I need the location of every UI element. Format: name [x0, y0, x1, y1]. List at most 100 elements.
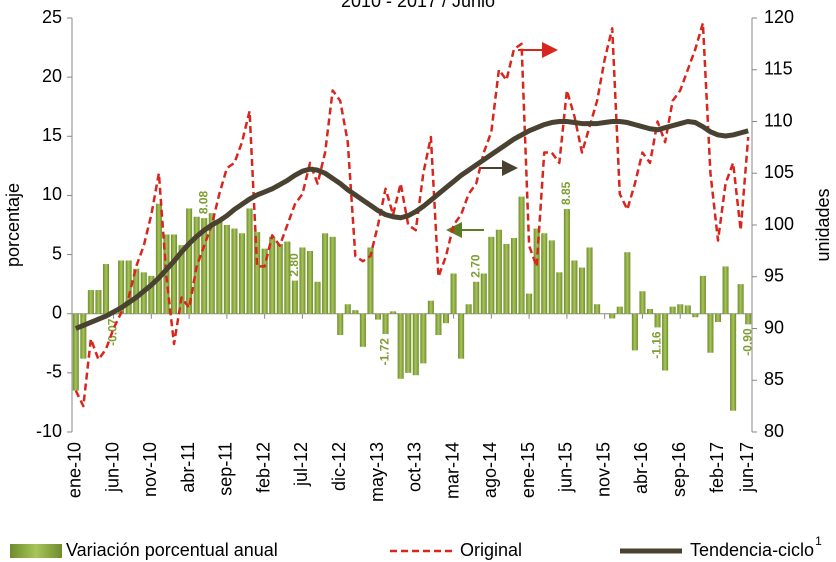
x-tick-label: mar-14 — [442, 442, 462, 499]
bar — [699, 275, 706, 314]
x-tick-label: feb-12 — [253, 442, 273, 493]
x-tick-label: abr-16 — [631, 442, 651, 494]
line-series — [74, 21, 750, 408]
legend-label: Tendencia-ciclo — [690, 540, 814, 560]
bar — [730, 313, 737, 411]
x-tick-label: sep-16 — [669, 442, 689, 497]
y2-tick-label: 95 — [764, 266, 784, 286]
bar — [442, 313, 450, 324]
bar — [495, 229, 502, 314]
x-tick-label: may-13 — [367, 442, 387, 502]
line-series — [74, 119, 749, 331]
bar — [435, 313, 442, 336]
data-label: -1.16 — [650, 331, 664, 359]
bar — [624, 252, 631, 314]
bar — [254, 232, 261, 314]
bar — [458, 313, 465, 359]
bar — [382, 313, 389, 335]
y-axis-label: porcentaje — [3, 183, 23, 267]
bar — [87, 290, 94, 314]
x-tick-label: ene-10 — [65, 442, 85, 498]
bar — [148, 275, 155, 314]
bar — [208, 213, 215, 314]
bar — [480, 273, 487, 314]
bar — [133, 268, 140, 314]
bar — [186, 208, 193, 314]
bar — [95, 290, 102, 314]
y2-tick-label: 120 — [764, 7, 794, 27]
x-tick-label: sep-11 — [216, 442, 236, 496]
bar — [503, 243, 510, 314]
bar — [420, 313, 427, 364]
y2-tick-label: 80 — [764, 421, 784, 441]
bar — [571, 260, 578, 314]
bar — [533, 228, 540, 314]
bar — [639, 291, 646, 314]
bar — [72, 313, 79, 391]
data-label: -1.72 — [378, 338, 392, 366]
x-tick-label: dic-12 — [329, 442, 349, 491]
bar — [631, 313, 638, 351]
y2-tick-label: 85 — [764, 369, 784, 389]
y2-tick-label: 100 — [764, 214, 794, 234]
bar — [677, 304, 684, 314]
y-tick-label: 0 — [52, 302, 62, 322]
bar — [707, 313, 714, 353]
bar — [745, 313, 752, 325]
bar — [223, 225, 230, 314]
bar — [367, 247, 374, 314]
bar — [344, 304, 351, 314]
bar — [284, 241, 291, 314]
y-tick-label: -5 — [46, 362, 62, 382]
bar — [669, 306, 676, 314]
x-tick-label: ene-15 — [518, 442, 538, 498]
legend-label: Original — [460, 540, 522, 560]
bar — [450, 273, 457, 314]
y-tick-label: 10 — [42, 184, 62, 204]
plot-area: -10 -5 0 5 10 15 20 25 80 85 90 95 100 105 110 115 120 en… — [36, 7, 794, 502]
bar — [594, 304, 601, 314]
bar — [662, 313, 669, 371]
y2-tick-label: 90 — [764, 317, 784, 337]
y-tick-label: 5 — [52, 243, 62, 263]
y-tick-label: 15 — [42, 125, 62, 145]
bar — [291, 280, 298, 314]
legend-swatch — [10, 544, 62, 558]
bar — [246, 208, 253, 314]
bar — [337, 313, 344, 336]
bar — [397, 313, 404, 379]
y2-tick-label: 115 — [764, 59, 793, 79]
bar — [329, 236, 336, 314]
y-tick-label: -10 — [36, 421, 62, 441]
bar — [118, 260, 125, 314]
x-tick-label: abr-11 — [178, 442, 198, 493]
legend-label: Variación porcentual anual — [66, 540, 278, 560]
bar — [714, 313, 722, 322]
bar — [390, 311, 397, 314]
bar — [306, 251, 314, 314]
bar — [170, 234, 178, 314]
bar — [299, 247, 306, 314]
bar — [80, 313, 87, 359]
bar — [201, 218, 208, 314]
bar — [541, 233, 548, 314]
x-tick-label: jul-12 — [291, 442, 311, 487]
bar — [216, 221, 223, 314]
bar — [427, 300, 434, 314]
x-tick-label: ago-14 — [480, 442, 500, 498]
bar — [261, 248, 268, 314]
x-tick-label: nov-10 — [140, 442, 160, 497]
x-tick-label: nov-15 — [593, 442, 613, 497]
bar — [586, 247, 593, 314]
bar — [616, 306, 623, 314]
bar — [563, 209, 570, 314]
x-tick-label: jun-17 — [737, 442, 757, 493]
data-label: -0.90 — [740, 328, 754, 356]
footnote-marker: 1 — [815, 534, 822, 548]
bar — [722, 266, 729, 314]
bar — [654, 313, 661, 328]
bar — [276, 243, 283, 314]
bar — [193, 216, 200, 314]
y2-axis-label: unidades — [813, 188, 833, 261]
